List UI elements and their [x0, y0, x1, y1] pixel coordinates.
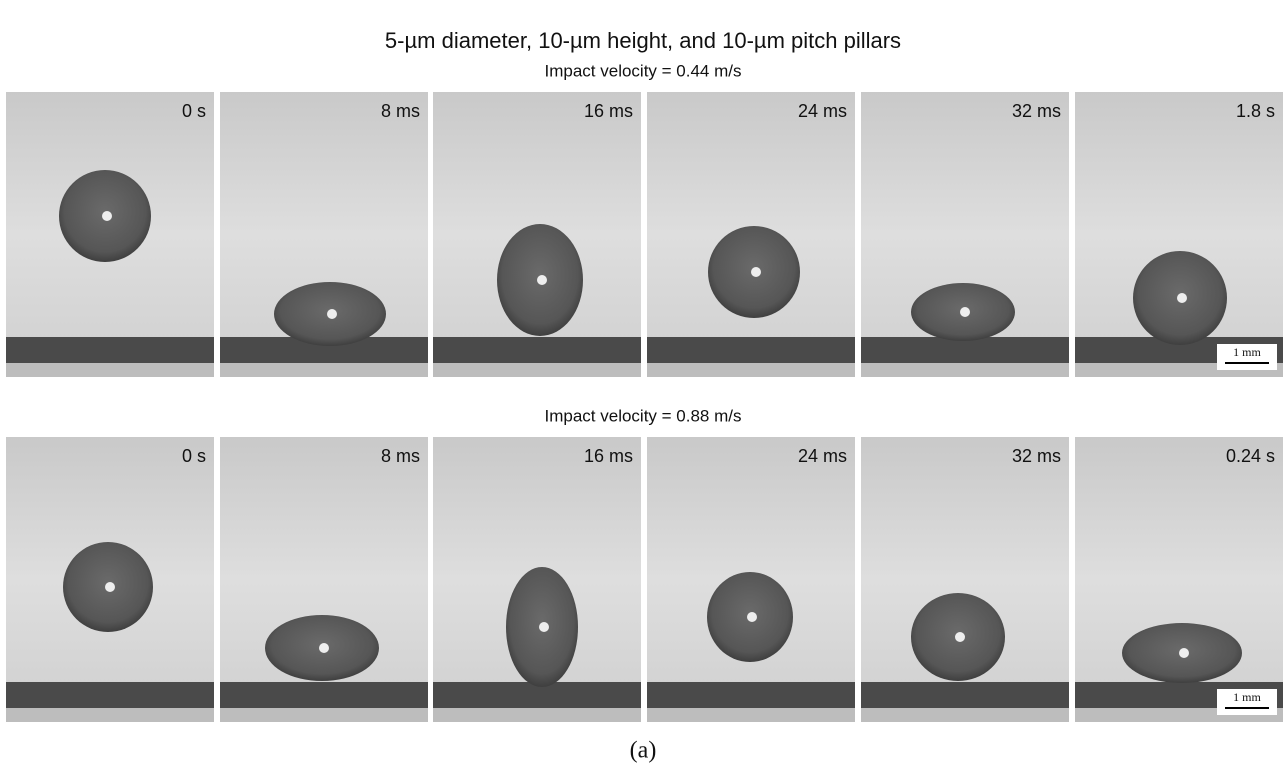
frame-time: 8 ms: [381, 446, 420, 466]
droplet-highlight: [751, 267, 761, 277]
figure-title: 5-µm diameter, 10-µm height, and 10-µm p…: [385, 28, 901, 53]
frame-time: 24 ms: [798, 101, 847, 121]
substrate-base: [861, 708, 1069, 722]
scale-bar-label: 1 mm: [1233, 345, 1261, 359]
droplet-highlight: [747, 612, 757, 622]
droplet-highlight: [105, 582, 115, 592]
frame-time: 8 ms: [381, 101, 420, 121]
substrate-base: [433, 363, 641, 377]
substrate: [6, 682, 214, 708]
frame-time: 32 ms: [1012, 101, 1061, 121]
frame: 32 ms: [861, 92, 1069, 377]
frame-time: 0 s: [182, 101, 206, 121]
substrate: [433, 337, 641, 363]
row-label: Impact velocity = 0.44 m/s: [545, 61, 742, 80]
substrate-base: [433, 708, 641, 722]
droplet-highlight: [319, 643, 329, 653]
substrate-base: [220, 708, 428, 722]
figure: 5-µm diameter, 10-µm height, and 10-µm p…: [0, 0, 1287, 769]
frame-time: 32 ms: [1012, 446, 1061, 466]
frame: 0 s: [6, 92, 214, 377]
frame: 32 ms: [861, 437, 1069, 722]
frame: 24 ms: [647, 92, 855, 377]
page: 5-µm diameter, 10-µm height, and 10-µm p…: [0, 0, 1287, 769]
droplet-highlight: [537, 275, 547, 285]
droplet-highlight: [955, 632, 965, 642]
frame: 8 ms: [220, 92, 428, 377]
substrate: [647, 337, 855, 363]
caption: (a): [630, 738, 657, 764]
droplet-highlight: [1179, 648, 1189, 658]
substrate-base: [220, 363, 428, 377]
frame: 0 s: [6, 437, 214, 722]
frame: 24 ms: [647, 437, 855, 722]
frame: 8 ms: [220, 437, 428, 722]
frame-time: 1.8 s: [1236, 101, 1275, 121]
substrate-base: [6, 363, 214, 377]
droplet-highlight: [539, 622, 549, 632]
substrate-base: [6, 708, 214, 722]
frame-time: 0.24 s: [1226, 446, 1275, 466]
droplet-highlight: [1177, 293, 1187, 303]
frame-time: 16 ms: [584, 101, 633, 121]
frame: 1.8 s 1 mm: [1075, 92, 1283, 377]
frame-time: 16 ms: [584, 446, 633, 466]
frame: 0.24 s 1 mm: [1075, 437, 1283, 722]
droplet-highlight: [102, 211, 112, 221]
scale-bar-label: 1 mm: [1233, 690, 1261, 704]
substrate: [6, 337, 214, 363]
droplet-highlight: [327, 309, 337, 319]
substrate: [861, 682, 1069, 708]
frame: 16 ms: [433, 437, 641, 722]
substrate-base: [861, 363, 1069, 377]
row-label: Impact velocity = 0.88 m/s: [545, 406, 742, 425]
substrate-base: [647, 708, 855, 722]
frame-time: 0 s: [182, 446, 206, 466]
frame: 16 ms: [433, 92, 641, 377]
droplet-highlight: [960, 307, 970, 317]
substrate: [220, 682, 428, 708]
substrate: [647, 682, 855, 708]
substrate-base: [647, 363, 855, 377]
frame-time: 24 ms: [798, 446, 847, 466]
